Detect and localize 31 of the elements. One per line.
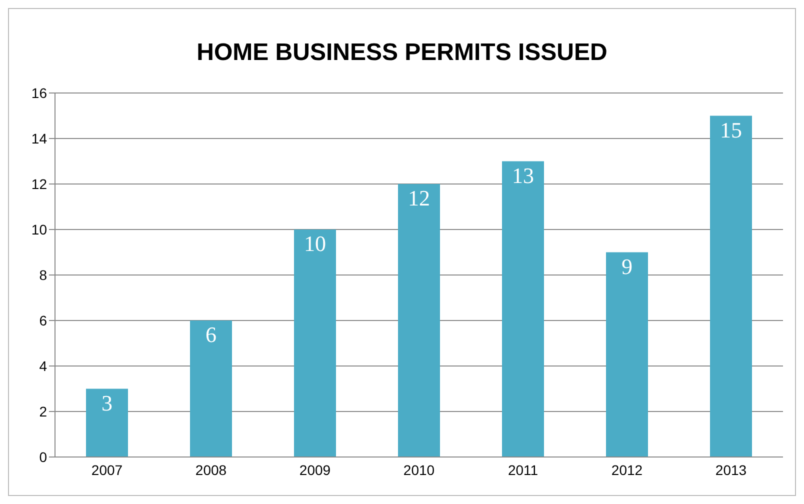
y-tick-label: 10 <box>31 221 48 238</box>
x-tick-label: 2013 <box>715 462 747 478</box>
y-tick-label: 14 <box>31 130 48 146</box>
x-tick-label: 2008 <box>195 462 227 478</box>
bar <box>294 230 336 457</box>
bar <box>710 116 752 457</box>
chart-title: HOME BUSINESS PERMITS ISSUED <box>196 39 608 68</box>
bar <box>398 184 440 457</box>
bar <box>502 161 544 457</box>
bar <box>606 252 648 457</box>
y-tick-label: 0 <box>39 448 48 465</box>
data-label: 12 <box>408 186 430 211</box>
data-label: 6 <box>206 322 216 348</box>
x-tick-label: 2007 <box>91 462 123 478</box>
y-tick-label: 6 <box>39 312 48 328</box>
y-tick-label: 4 <box>39 358 48 374</box>
data-label: 13 <box>512 162 534 188</box>
y-tick-label: 16 <box>31 84 48 101</box>
data-label: 10 <box>304 231 326 256</box>
x-tick-label: 2012 <box>611 462 643 478</box>
y-tick-label: 2 <box>39 403 48 420</box>
x-tick-label: 2009 <box>299 462 331 478</box>
x-tick-label: 2010 <box>403 462 435 478</box>
data-label: 9 <box>622 254 632 279</box>
y-tick-label: 12 <box>31 176 48 192</box>
x-tick-label: 2011 <box>508 462 538 478</box>
data-label: 3 <box>102 390 112 416</box>
bar <box>190 320 232 457</box>
data-label: 15 <box>720 117 742 142</box>
y-tick-label: 8 <box>39 266 48 283</box>
bar <box>86 388 128 457</box>
